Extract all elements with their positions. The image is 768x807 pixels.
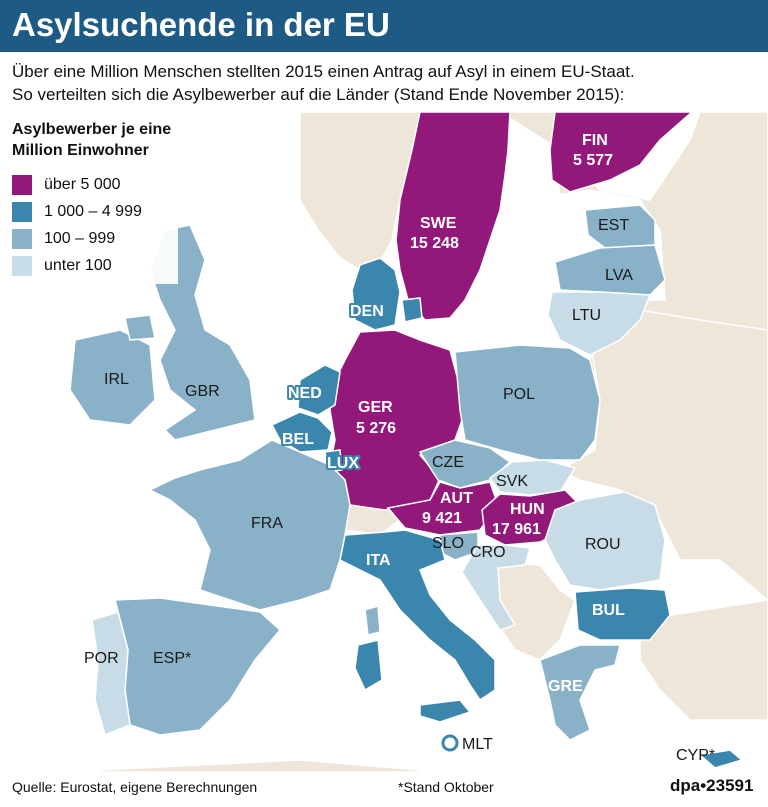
country-ita-sicily [419, 699, 472, 723]
label-ltu: LTU [572, 307, 601, 324]
legend-label-2: 1 000 – 4 999 [44, 203, 142, 220]
country-rou [544, 491, 666, 591]
label-esp: ESP* [153, 650, 191, 667]
country-aut [386, 481, 499, 536]
label-svk: SVK [496, 473, 528, 490]
label-ned: NED [288, 385, 322, 402]
label-lux: LUX [327, 455, 359, 472]
country-irl [69, 329, 156, 426]
country-por [91, 611, 131, 737]
subtitle: Über eine Million Menschen stellten 2015… [12, 60, 635, 106]
country-cro [461, 544, 531, 631]
country-gbr-nireland [124, 314, 156, 341]
label-fin-code: FIN [582, 132, 608, 149]
label-mlt: MLT [462, 736, 493, 753]
label-gbr: GBR [185, 383, 220, 400]
label-gre: GRE [548, 678, 583, 695]
legend-item-2: 1 000 – 4 999 [12, 201, 142, 223]
country-esp [114, 597, 282, 736]
legend-title: Asylbewerber je eine Million Einwohner [12, 119, 171, 161]
label-est: EST [598, 217, 629, 234]
label-por: POR [84, 650, 119, 667]
label-bul: BUL [592, 602, 625, 619]
country-cyp [698, 749, 744, 769]
europe-map: SWE 15 248 FIN 5 577 EST LVA LTU DEN NED… [69, 112, 768, 772]
country-fra [148, 439, 351, 611]
legend: Asylbewerber je eine Million Einwohner ü… [0, 112, 178, 284]
label-cze: CZE [432, 454, 464, 471]
country-lva [554, 244, 666, 296]
label-aut-code: AUT [440, 490, 473, 507]
country-ita [339, 529, 496, 702]
north-africa-land [99, 759, 421, 772]
legend-swatch-3 [12, 229, 32, 249]
country-fra-corsica [364, 605, 381, 636]
country-den [351, 257, 401, 331]
country-ita-sardinia [354, 639, 383, 692]
label-cro: CRO [470, 544, 506, 561]
legend-label-1: über 5 000 [44, 176, 121, 193]
legend-swatch-4 [12, 256, 32, 276]
label-ita: ITA [366, 552, 391, 569]
legend-title-line-1: Asylbewerber je eine [12, 121, 172, 138]
page-title: Asylsuchende in der EU [12, 6, 390, 43]
turkey-land [639, 599, 768, 721]
label-rou: ROU [585, 536, 621, 553]
label-ger-value: 5 276 [356, 420, 396, 437]
country-svk [488, 459, 577, 496]
legend-swatch-2 [12, 202, 32, 222]
label-hun-value: 17 961 [492, 521, 541, 538]
country-fin [549, 112, 694, 193]
map-labels: SWE 15 248 FIN 5 577 EST LVA LTU DEN NED… [84, 132, 715, 764]
label-fin-value: 5 577 [573, 152, 613, 169]
legend-item-4: unter 100 [12, 255, 112, 277]
title-banner: Asylsuchende in der EU [0, 0, 768, 52]
country-mlt [441, 734, 459, 752]
source-note: Quelle: Eurostat, eigene Berechnungen [12, 779, 258, 795]
label-fra: FRA [251, 515, 283, 532]
country-gre [539, 644, 621, 741]
country-den-islands [401, 297, 423, 323]
legend-label-4: unter 100 [44, 257, 112, 274]
legend-item-3: 100 – 999 [12, 228, 115, 250]
label-hun-code: HUN [510, 501, 545, 518]
label-bel: BEL [282, 431, 314, 448]
label-pol: POL [503, 386, 535, 403]
label-den: DEN [350, 303, 384, 320]
label-irl: IRL [104, 371, 129, 388]
legend-swatch-1 [12, 175, 32, 195]
label-cyp: CYP* [676, 747, 715, 764]
label-swe-code: SWE [420, 215, 457, 232]
label-aut-value: 9 421 [422, 510, 462, 527]
country-bel [270, 411, 333, 453]
country-ltu [547, 291, 652, 356]
legend-title-line-2: Million Einwohner [12, 142, 149, 159]
dpa-credit: dpa•23591 [670, 776, 754, 795]
country-pol [454, 344, 601, 461]
country-bul [574, 587, 671, 641]
label-ger-code: GER [358, 399, 393, 416]
legend-item-1: über 5 000 [12, 174, 121, 196]
country-ned [297, 364, 341, 416]
non-eu-land [99, 112, 768, 772]
label-lva: LVA [605, 267, 633, 284]
label-slo: SLO [432, 535, 464, 552]
legend-label-3: 100 – 999 [44, 230, 116, 247]
country-swe [395, 112, 511, 321]
label-swe-value: 15 248 [410, 235, 459, 252]
belarus-ukraine-land [558, 309, 768, 601]
footnote: *Stand Oktober [398, 779, 494, 795]
subtitle-line-1: Über eine Million Menschen stellten 2015… [12, 62, 635, 81]
subtitle-line-2: So verteilten sich die Asylbewerber auf … [12, 85, 625, 104]
